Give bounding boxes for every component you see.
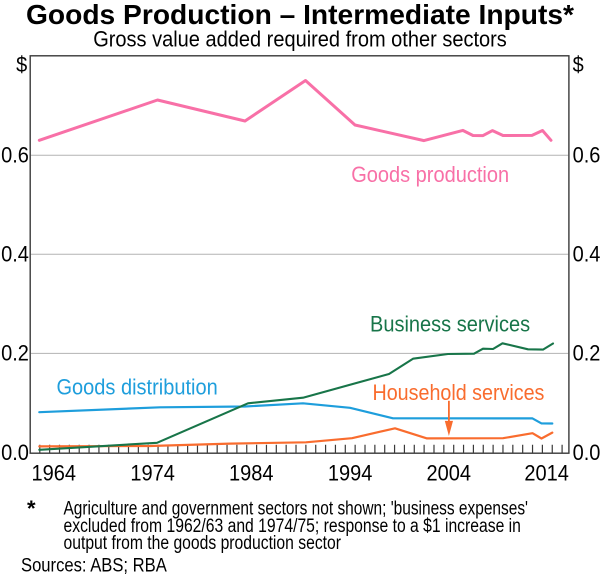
svg-text:0.0: 0.0 [573,440,600,465]
svg-text:1984: 1984 [229,460,274,485]
svg-text:output from the goods producti: output from the goods production sector [64,533,342,554]
svg-text:$: $ [573,52,584,77]
svg-text:Gross value added required fro: Gross value added required from other se… [93,27,507,52]
svg-text:Business services: Business services [370,312,530,337]
svg-text:excluded from 1962/63 and 1974: excluded from 1962/63 and 1974/75; respo… [64,516,521,537]
svg-text:0.6: 0.6 [573,142,600,167]
svg-text:Goods Production – Intermediat: Goods Production – Intermediate Inputs* [26,0,574,30]
svg-text:1974: 1974 [130,460,175,485]
svg-text:0.2: 0.2 [573,341,600,366]
svg-text:1994: 1994 [328,460,373,485]
svg-text:0.6: 0.6 [1,142,29,167]
svg-text:0.2: 0.2 [1,341,29,366]
svg-text:1964: 1964 [32,460,77,485]
svg-text:2004: 2004 [427,460,472,485]
svg-text:$: $ [16,52,27,77]
svg-text:Household services: Household services [373,380,545,405]
svg-text:Sources: ABS; RBA: Sources: ABS; RBA [21,555,167,576]
svg-text:Goods production: Goods production [351,162,509,187]
svg-text:0.4: 0.4 [573,241,600,266]
svg-text:*: * [27,496,36,521]
svg-text:Agriculture and government sec: Agriculture and government sectors not s… [64,499,529,520]
svg-text:0.0: 0.0 [1,440,29,465]
svg-text:2014: 2014 [524,460,569,485]
svg-text:Goods distribution: Goods distribution [57,375,218,400]
svg-text:0.4: 0.4 [1,241,29,266]
